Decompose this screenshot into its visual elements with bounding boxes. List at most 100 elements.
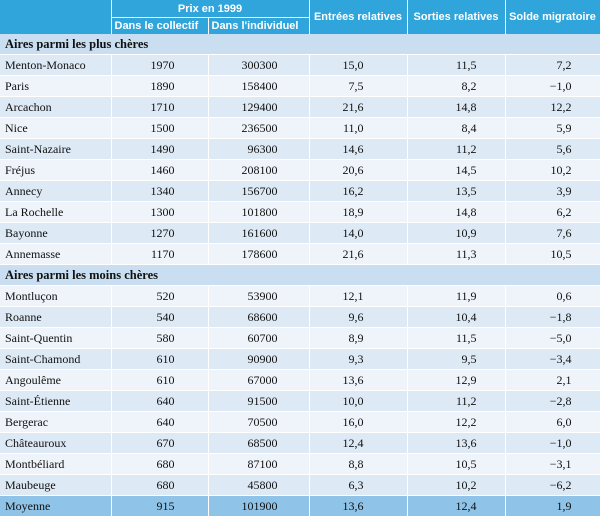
sorties-relatives: 14,5 [407,159,506,181]
aire-name: Fréjus [0,159,112,181]
table-row: Nice 1500 236500 11,0 8,4 5,9 [0,117,600,139]
section-title: Aires parmi les moins chères [0,264,600,286]
prix-individuel: 60700 [208,327,310,349]
prix-individuel: 53900 [208,285,310,307]
prix-individuel: 96300 [208,138,310,160]
prix-collectif: 540 [111,306,209,328]
aire-name: Châteauroux [0,432,112,454]
total-aire-name: Moyenne [0,495,112,517]
table-row: Menton-Monaco 1970 300300 15,0 11,5 7,2 [0,54,600,76]
solde-migratoire: −1,8 [505,306,600,328]
solde-migratoire: 3,9 [505,180,600,202]
table-body: Aires parmi les plus chères Menton-Monaco… [0,34,600,517]
solde-migratoire: 7,2 [505,54,600,76]
prix-individuel: 91500 [208,390,310,412]
table-row: Maubeuge 680 45800 6,3 10,2 −6,2 [0,474,600,496]
section-header-row: Aires parmi les moins chères [0,264,600,286]
prix-individuel: 68500 [208,432,310,454]
table-row: Montbéliard 680 87100 8,8 10,5 −3,1 [0,453,600,475]
aire-name: Roanne [0,306,112,328]
prix-collectif: 680 [111,474,209,496]
table-row: Paris 1890 158400 7,5 8,2 −1,0 [0,75,600,97]
entrees-relatives: 21,6 [309,96,408,118]
solde-migratoire: −1,0 [505,432,600,454]
aire-name: Arcachon [0,96,112,118]
aire-name: Annemasse [0,243,112,265]
entrees-relatives: 12,1 [309,285,408,307]
sorties-relatives: 11,5 [407,54,506,76]
table-row: Bayonne 1270 161600 14,0 10,9 7,6 [0,222,600,244]
prix-collectif: 1710 [111,96,209,118]
aire-name: La Rochelle [0,201,112,223]
aire-name: Angoulême [0,369,112,391]
prix-collectif: 1460 [111,159,209,181]
entrees-relatives: 11,0 [309,117,408,139]
prix-collectif: 1300 [111,201,209,223]
table-row: Saint-Nazaire 1490 96300 14,6 11,2 5,6 [0,138,600,160]
table-row: Annecy 1340 156700 16,2 13,5 3,9 [0,180,600,202]
header-blank-cell [0,0,112,34]
table-row: Fréjus 1460 208100 20,6 14,5 10,2 [0,159,600,181]
aire-name: Saint-Chamond [0,348,112,370]
entrees-relatives: 6,3 [309,474,408,496]
prix-individuel: 68600 [208,306,310,328]
prix-individuel: 236500 [208,117,310,139]
solde-migratoire: 6,2 [505,201,600,223]
solde-migratoire: 2,1 [505,369,600,391]
total-sorties-relatives: 12,4 [407,495,506,517]
solde-migratoire: 7,6 [505,222,600,244]
entrees-relatives: 20,6 [309,159,408,181]
prix-individuel: 178600 [208,243,310,265]
prix-individuel: 158400 [208,75,310,97]
entrees-relatives: 16,2 [309,180,408,202]
solde-migratoire: 10,2 [505,159,600,181]
prix-individuel: 129400 [208,96,310,118]
solde-migratoire: 5,9 [505,117,600,139]
table-row: Annemasse 1170 178600 21,6 11,3 10,5 [0,243,600,265]
prix-collectif: 670 [111,432,209,454]
sorties-relatives: 13,6 [407,432,506,454]
entrees-relatives: 9,6 [309,306,408,328]
sorties-relatives: 10,2 [407,474,506,496]
sorties-relatives: 8,4 [407,117,506,139]
prix-collectif: 610 [111,369,209,391]
prix-collectif: 1890 [111,75,209,97]
sorties-relatives: 8,2 [407,75,506,97]
solde-migratoire: −1,0 [505,75,600,97]
aire-name: Nice [0,117,112,139]
aire-name: Maubeuge [0,474,112,496]
total-entrees-relatives: 13,6 [309,495,408,517]
sorties-relatives: 11,5 [407,327,506,349]
prix-individuel: 70500 [208,411,310,433]
prix-individuel: 67000 [208,369,310,391]
prix-individuel: 208100 [208,159,310,181]
sorties-relatives: 11,2 [407,390,506,412]
solde-migratoire: 10,5 [505,243,600,265]
prix-collectif: 580 [111,327,209,349]
sorties-relatives: 10,4 [407,306,506,328]
aire-name: Menton-Monaco [0,54,112,76]
header-collectif: Dans le collectif [111,17,209,34]
prix-individuel: 156700 [208,180,310,202]
entrees-relatives: 12,4 [309,432,408,454]
header-entrees: Entrées relatives [309,0,408,34]
entrees-relatives: 18,9 [309,201,408,223]
entrees-relatives: 8,8 [309,453,408,475]
aire-name: Montluçon [0,285,112,307]
table-row: Châteauroux 670 68500 12,4 13,6 −1,0 [0,432,600,454]
total-prix-individuel: 101900 [208,495,310,517]
prix-individuel: 300300 [208,54,310,76]
sorties-relatives: 13,5 [407,180,506,202]
prix-individuel: 87100 [208,453,310,475]
table-row: Bergerac 640 70500 16,0 12,2 6,0 [0,411,600,433]
entrees-relatives: 7,5 [309,75,408,97]
header-solde: Solde migratoire [505,0,600,34]
aire-name: Paris [0,75,112,97]
aire-name: Bergerac [0,411,112,433]
sorties-relatives: 11,9 [407,285,506,307]
section-title: Aires parmi les plus chères [0,34,600,55]
section-header-row: Aires parmi les plus chères [0,34,600,55]
sorties-relatives: 12,9 [407,369,506,391]
solde-migratoire: 0,6 [505,285,600,307]
